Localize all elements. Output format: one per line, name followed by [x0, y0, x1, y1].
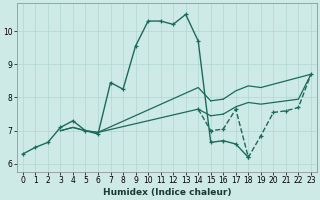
X-axis label: Humidex (Indice chaleur): Humidex (Indice chaleur) — [103, 188, 231, 197]
